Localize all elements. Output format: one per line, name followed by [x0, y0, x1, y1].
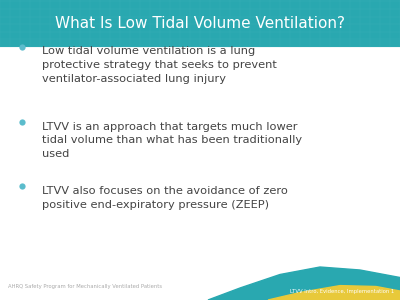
Text: LTVV is an approach that targets much lower
tidal volume than what has been trad: LTVV is an approach that targets much lo… [42, 122, 302, 159]
Text: What Is Low Tidal Volume Ventilation?: What Is Low Tidal Volume Ventilation? [55, 16, 345, 31]
FancyBboxPatch shape [0, 0, 400, 46]
Text: LTVV also focuses on the avoidance of zero
positive end-expiratory pressure (ZEE: LTVV also focuses on the avoidance of ze… [42, 186, 288, 210]
Text: AHRQ Safety Program for Mechanically Ventilated Patients: AHRQ Safety Program for Mechanically Ven… [8, 284, 162, 289]
Polygon shape [208, 267, 400, 300]
Polygon shape [268, 286, 400, 300]
Text: Low tidal volume ventilation is a lung
protective strategy that seeks to prevent: Low tidal volume ventilation is a lung p… [42, 46, 277, 84]
Text: LTVV Intro, Evidence, Implementation 1: LTVV Intro, Evidence, Implementation 1 [290, 289, 394, 293]
